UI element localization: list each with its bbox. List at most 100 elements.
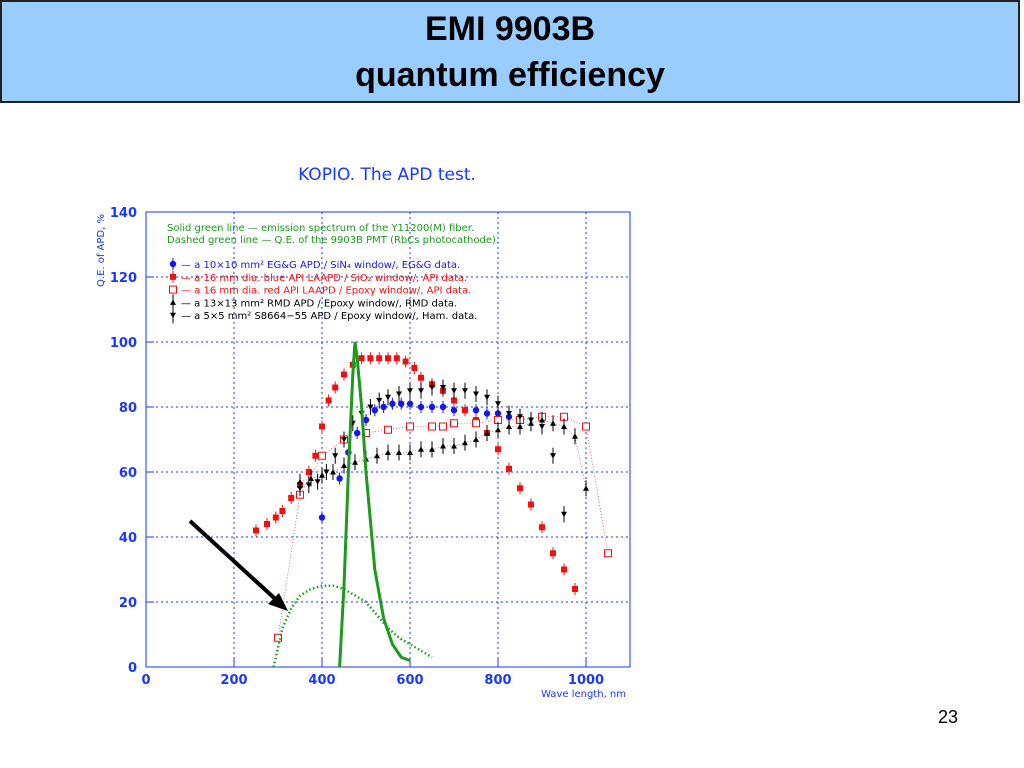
x-tick-label: 800 (484, 673, 511, 688)
data-point (462, 439, 468, 446)
data-point (417, 403, 425, 411)
data-point (572, 586, 578, 592)
data-point (341, 371, 347, 378)
data-point (473, 436, 479, 442)
data-point (484, 430, 490, 436)
data-point (561, 423, 567, 429)
data-point (396, 449, 402, 455)
data-point (393, 355, 400, 362)
data-point (439, 403, 447, 411)
data-point (380, 403, 387, 411)
plot-frame (145, 211, 631, 668)
series-4 (297, 379, 567, 523)
data-point (472, 419, 480, 428)
slide-subtitle: quantum efficiency (355, 56, 665, 94)
legend: Solid green line — emission spectrum of … (167, 223, 499, 324)
data-point (494, 410, 502, 417)
data-point (325, 397, 332, 404)
y-tick-label: 0 (128, 661, 137, 676)
chart-grid (146, 212, 630, 667)
data-point (170, 299, 176, 305)
data-point (440, 443, 446, 449)
data-point (367, 355, 374, 362)
data-point (341, 462, 347, 468)
data-point (305, 482, 312, 488)
y-tick-label: 40 (119, 531, 137, 546)
chart-title: KOPIO. The APD test. (298, 165, 476, 185)
data-point (272, 514, 279, 521)
emission-spectrum-line (338, 341, 411, 668)
data-point (561, 511, 567, 518)
data-point (332, 384, 339, 391)
data-point (451, 443, 457, 449)
x-tick-label: 600 (396, 673, 423, 688)
data-point (462, 388, 468, 394)
data-point (170, 312, 176, 319)
data-point (332, 453, 339, 459)
data-point (462, 407, 468, 414)
data-point (384, 425, 392, 434)
data-point (362, 416, 370, 424)
data-point (367, 404, 374, 410)
data-point (371, 407, 378, 414)
x-tick-label: 200 (220, 673, 247, 688)
legend-entry: — a 13×13 mm² RMD APD / Epoxy window/, R… (181, 298, 457, 309)
data-point (428, 403, 436, 411)
y-tick-label: 60 (119, 466, 137, 481)
data-point (169, 285, 177, 294)
data-point (385, 355, 391, 362)
x-tick-label: 0 (141, 673, 150, 688)
data-point (407, 388, 413, 394)
slide-title: EMI 9903B (424, 10, 596, 48)
legend-note: Dashed green line — Q.E. of the 9903B PM… (167, 235, 499, 246)
data-point (539, 524, 545, 531)
data-point (406, 400, 414, 407)
data-point (376, 355, 383, 362)
data-point (358, 355, 365, 362)
data-point (440, 385, 446, 391)
data-point (396, 391, 402, 397)
data-point (528, 417, 534, 423)
data-point (439, 422, 447, 431)
data-point (318, 451, 326, 460)
page-number: 23 (938, 707, 959, 727)
data-point (411, 365, 418, 371)
y-tick-label: 140 (110, 206, 137, 221)
data-point (550, 420, 556, 426)
data-point (428, 422, 436, 431)
data-point (312, 452, 319, 459)
y-tick-label: 80 (119, 401, 137, 416)
data-point (274, 633, 282, 642)
data-point (169, 260, 177, 268)
series-5 (338, 341, 411, 668)
y-tick-label: 20 (119, 596, 137, 611)
data-point (473, 391, 479, 397)
data-point (572, 433, 578, 439)
data-point (398, 400, 405, 407)
data-point (319, 423, 325, 430)
data-series (253, 341, 612, 668)
data-point (550, 550, 556, 557)
data-point (354, 429, 361, 437)
series-1 (253, 352, 578, 595)
data-point (318, 514, 326, 521)
data-point (451, 388, 457, 394)
data-point (330, 469, 336, 475)
data-point (495, 446, 501, 453)
data-point (279, 508, 286, 514)
data-point (484, 394, 490, 401)
data-point (539, 424, 545, 430)
data-point (418, 446, 424, 452)
data-point (506, 423, 512, 429)
data-point (495, 401, 501, 407)
data-point (582, 422, 590, 431)
x-tick-label: 1000 (568, 673, 604, 688)
data-point (495, 426, 501, 433)
annotation-arrow-shaft (188, 519, 285, 608)
data-point (418, 388, 424, 394)
data-point (170, 273, 176, 280)
x-tick-label: 400 (308, 673, 335, 688)
legend-note: Solid green line — emission spectrum of … (167, 223, 474, 234)
data-point (374, 452, 380, 459)
